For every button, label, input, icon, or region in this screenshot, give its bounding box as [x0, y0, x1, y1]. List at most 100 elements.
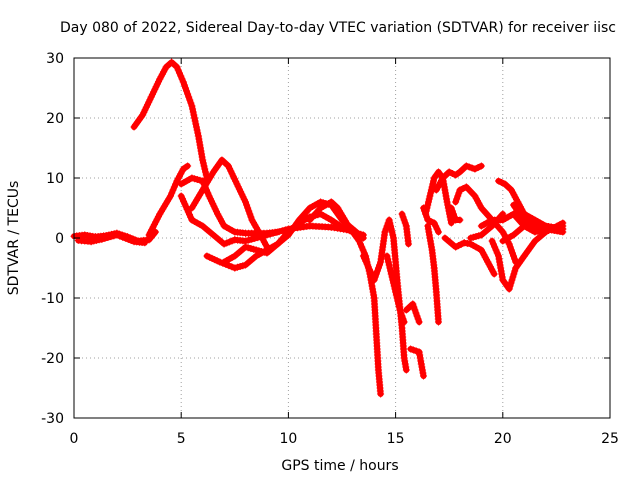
data-point: [370, 276, 378, 284]
data-point: [188, 102, 196, 110]
data-point: [384, 258, 392, 266]
data-point: [401, 219, 409, 227]
y-tick-label: -10: [41, 291, 64, 307]
data-point: [181, 84, 189, 92]
data-point: [429, 180, 437, 188]
data-point: [430, 219, 438, 227]
data-point: [506, 282, 514, 290]
data-point: [441, 186, 449, 194]
data-point: [373, 267, 381, 275]
data-point: [454, 192, 462, 200]
y-tick-label: -20: [41, 351, 64, 367]
data-point: [98, 235, 106, 243]
data-point: [173, 63, 181, 71]
data-point: [245, 236, 253, 244]
x-tick-label: 10: [279, 431, 297, 447]
data-point: [119, 233, 127, 241]
data-point: [411, 306, 419, 314]
data-point: [196, 141, 204, 149]
data-point: [190, 114, 198, 122]
data-point: [392, 288, 400, 296]
data-point: [495, 177, 503, 185]
data-point: [424, 198, 432, 206]
data-point: [116, 232, 124, 240]
data-point: [242, 198, 250, 206]
data-point: [269, 229, 277, 237]
data-point: [192, 120, 200, 128]
data-series: [383, 252, 408, 326]
data-point: [474, 164, 482, 171]
data-point: [443, 195, 451, 203]
data-point: [389, 231, 397, 239]
data-point: [391, 285, 399, 293]
data-point: [432, 222, 440, 230]
y-tick-label: 20: [46, 111, 64, 127]
data-point: [201, 168, 209, 176]
data-point: [447, 204, 455, 212]
data-point: [387, 225, 395, 233]
data-point: [113, 231, 121, 239]
data-point: [505, 285, 513, 293]
data-point: [507, 246, 515, 254]
data-point: [386, 219, 394, 227]
data-series: [432, 162, 485, 194]
data-point: [497, 267, 505, 275]
data-point: [498, 270, 506, 278]
data-point: [384, 255, 392, 263]
data-point: [419, 369, 427, 377]
data-point: [417, 360, 425, 368]
data-point: [412, 309, 420, 317]
data-point: [244, 204, 252, 212]
data-point: [189, 108, 197, 116]
data-point: [369, 288, 377, 296]
data-point: [388, 228, 396, 236]
data-point: [376, 261, 384, 269]
data-point: [424, 225, 432, 233]
data-point: [493, 249, 501, 257]
data-point: [415, 348, 423, 356]
data-point: [460, 239, 468, 247]
data-point: [508, 249, 516, 257]
data-point: [190, 111, 198, 119]
data-point: [506, 243, 514, 251]
data-point: [456, 186, 464, 194]
chart-title: Day 080 of 2022, Sidereal Day-to-day VTE…: [60, 20, 616, 36]
data-point: [448, 207, 456, 215]
data-point: [396, 306, 404, 314]
data-point: [394, 300, 402, 308]
data-series: [402, 300, 423, 326]
data-point: [509, 273, 517, 281]
data-point: [397, 309, 405, 317]
data-series: [441, 234, 498, 278]
data-point: [195, 135, 203, 143]
y-tick-label: 10: [46, 171, 64, 187]
data-point: [510, 252, 518, 260]
data-point: [452, 198, 460, 206]
data-point: [399, 213, 407, 221]
data-point: [184, 90, 192, 98]
data-point: [426, 192, 434, 200]
x-tick-label: 15: [387, 431, 405, 447]
data-point: [459, 185, 467, 192]
data-point: [191, 117, 199, 125]
data-point: [477, 162, 485, 170]
data-point: [189, 105, 197, 113]
data-point: [447, 219, 455, 227]
data-point: [468, 164, 476, 172]
data-point: [370, 291, 378, 299]
data-point: [427, 240, 435, 248]
data-point: [186, 96, 194, 104]
data-series: [422, 168, 455, 227]
data-point: [401, 357, 409, 365]
data-point: [383, 252, 391, 260]
data-point: [195, 138, 203, 146]
data-point: [440, 183, 448, 191]
data-point: [510, 270, 518, 278]
x-tick-label: 5: [177, 431, 186, 447]
data-point: [198, 153, 206, 161]
data-point: [400, 318, 408, 326]
data-point: [110, 232, 118, 240]
data-point: [457, 240, 465, 248]
data-point: [455, 189, 463, 197]
data-point: [429, 177, 437, 185]
